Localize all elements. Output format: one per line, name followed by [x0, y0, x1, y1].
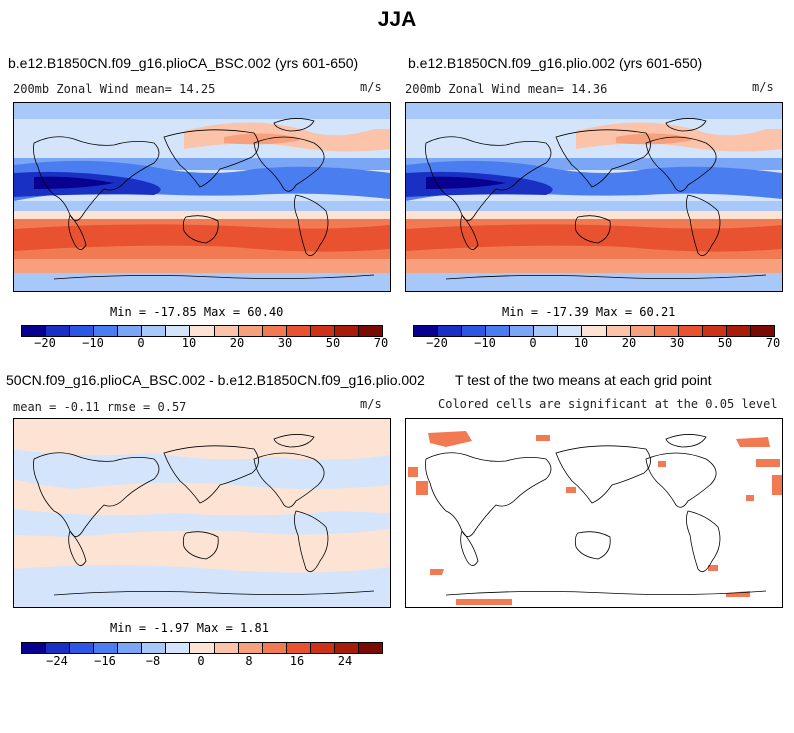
colorbar-swatch — [333, 326, 358, 336]
colorbar-swatch — [725, 326, 750, 336]
colorbar-swatch — [357, 643, 382, 653]
panel-1-label: 200mb Zonal Wind mean= 14.25 — [13, 82, 216, 96]
colorbar-2 — [413, 325, 775, 337]
colorbar-swatch — [461, 326, 486, 336]
colorbar-tick-label: 20 — [621, 336, 637, 350]
panel-1-title: b.e12.B1850CN.f09_g16.plioCA_BSC.002 (yr… — [8, 55, 359, 71]
colorbar-tick-label: 20 — [229, 336, 245, 350]
colorbar-tick-label: 30 — [669, 336, 685, 350]
panel-3-title: 50CN.f09_g16.plioCA_BSC.002 - b.e12.B185… — [6, 372, 425, 388]
page-title: JJA — [377, 8, 417, 31]
colorbar-3 — [21, 642, 383, 654]
colorbar-1-ticks: −20 −10 0 10 20 30 50 70 — [21, 336, 388, 352]
panel-2-map — [405, 102, 783, 292]
panel-2-minmax: Min = -17.39 Max = 60.21 — [502, 305, 676, 319]
colorbar-tick-label: 24 — [337, 654, 353, 668]
colorbar-swatch — [141, 326, 166, 336]
colorbar-swatch — [485, 326, 510, 336]
colorbar-swatch — [22, 326, 46, 336]
colorbar-swatch — [69, 643, 94, 653]
colorbar-tick-label: 0 — [529, 336, 537, 350]
panel-1-minmax: Min = -17.85 Max = 60.40 — [110, 305, 284, 319]
panel-4-subtitle: Colored cells are significant at the 0.0… — [438, 397, 778, 411]
colorbar-swatch — [333, 643, 358, 653]
colorbar-swatch — [45, 326, 70, 336]
colorbar-tick-label: 30 — [277, 336, 293, 350]
colorbar-tick-label: 0 — [197, 654, 205, 668]
colorbar-swatch — [414, 326, 438, 336]
colorbar-2-ticks: −20 −10 0 10 20 30 50 70 — [413, 336, 780, 352]
colorbar-tick-label: 16 — [289, 654, 305, 668]
colorbar-1 — [21, 325, 383, 337]
colorbar-tick-label: −24 — [46, 654, 68, 668]
colorbar-3-ticks: −24 −16 −8 0 8 16 24 — [21, 654, 381, 670]
colorbar-tick-label: 70 — [765, 336, 781, 350]
panel-3-map — [13, 418, 391, 608]
colorbar-swatch — [581, 326, 606, 336]
colorbar-swatch — [165, 326, 190, 336]
panel-4-map — [405, 418, 783, 608]
colorbar-swatch — [533, 326, 558, 336]
colorbar-tick-label: −10 — [474, 336, 496, 350]
colorbar-swatch — [93, 643, 118, 653]
colorbar-swatch — [45, 643, 70, 653]
colorbar-swatch — [701, 326, 726, 336]
panel-1-units: m/s — [360, 80, 382, 94]
colorbar-tick-label: 70 — [373, 336, 389, 350]
colorbar-tick-label: 50 — [325, 336, 341, 350]
colorbar-swatch — [189, 326, 214, 336]
colorbar-swatch — [141, 643, 166, 653]
colorbar-swatch — [285, 326, 310, 336]
colorbar-swatch — [261, 643, 286, 653]
colorbar-tick-label: −10 — [82, 336, 104, 350]
colorbar-swatch — [309, 326, 334, 336]
panel-2-title: b.e12.B1850CN.f09_g16.plio.002 (yrs 601-… — [408, 55, 703, 71]
colorbar-tick-label: 8 — [245, 654, 253, 668]
colorbar-tick-label: −20 — [34, 336, 56, 350]
colorbar-swatch — [285, 643, 310, 653]
colorbar-swatch — [437, 326, 462, 336]
panel-3-minmax: Min = -1.97 Max = 1.81 — [110, 621, 269, 635]
colorbar-swatch — [93, 326, 118, 336]
colorbar-swatch — [237, 643, 262, 653]
panel-2-units: m/s — [752, 80, 774, 94]
colorbar-swatch — [309, 643, 334, 653]
colorbar-tick-label: 0 — [137, 336, 145, 350]
colorbar-swatch — [653, 326, 678, 336]
colorbar-swatch — [605, 326, 630, 336]
panel-3-units: m/s — [360, 397, 382, 411]
panel-3-label: mean = -0.11 rmse = 0.57 — [13, 400, 187, 414]
difference-map — [14, 419, 390, 607]
colorbar-swatch — [189, 643, 214, 653]
colorbar-swatch — [22, 643, 46, 653]
colorbar-tick-label: 10 — [573, 336, 589, 350]
colorbar-swatch — [357, 326, 382, 336]
colorbar-tick-label: 10 — [181, 336, 197, 350]
colorbar-swatch — [69, 326, 94, 336]
colorbar-tick-label: −20 — [426, 336, 448, 350]
colorbar-tick-label: −16 — [94, 654, 116, 668]
panel-1-map — [13, 102, 391, 292]
colorbar-swatch — [213, 326, 238, 336]
colorbar-swatch — [261, 326, 286, 336]
colorbar-swatch — [237, 326, 262, 336]
colorbar-swatch — [117, 643, 142, 653]
colorbar-swatch — [213, 643, 238, 653]
panel-2-label: 200mb Zonal Wind mean= 14.36 — [405, 82, 608, 96]
colorbar-swatch — [165, 643, 190, 653]
colorbar-swatch — [509, 326, 534, 336]
significance-map — [406, 419, 782, 607]
colorbar-tick-label: 50 — [717, 336, 733, 350]
panel-4-title: T test of the two means at each grid poi… — [455, 372, 712, 388]
colorbar-swatch — [557, 326, 582, 336]
colorbar-swatch — [749, 326, 774, 336]
colorbar-swatch — [629, 326, 654, 336]
colorbar-swatch — [117, 326, 142, 336]
colorbar-swatch — [677, 326, 702, 336]
zonal-wind-map-1 — [14, 103, 390, 291]
zonal-wind-map-2 — [406, 103, 782, 291]
colorbar-tick-label: −8 — [145, 654, 161, 668]
